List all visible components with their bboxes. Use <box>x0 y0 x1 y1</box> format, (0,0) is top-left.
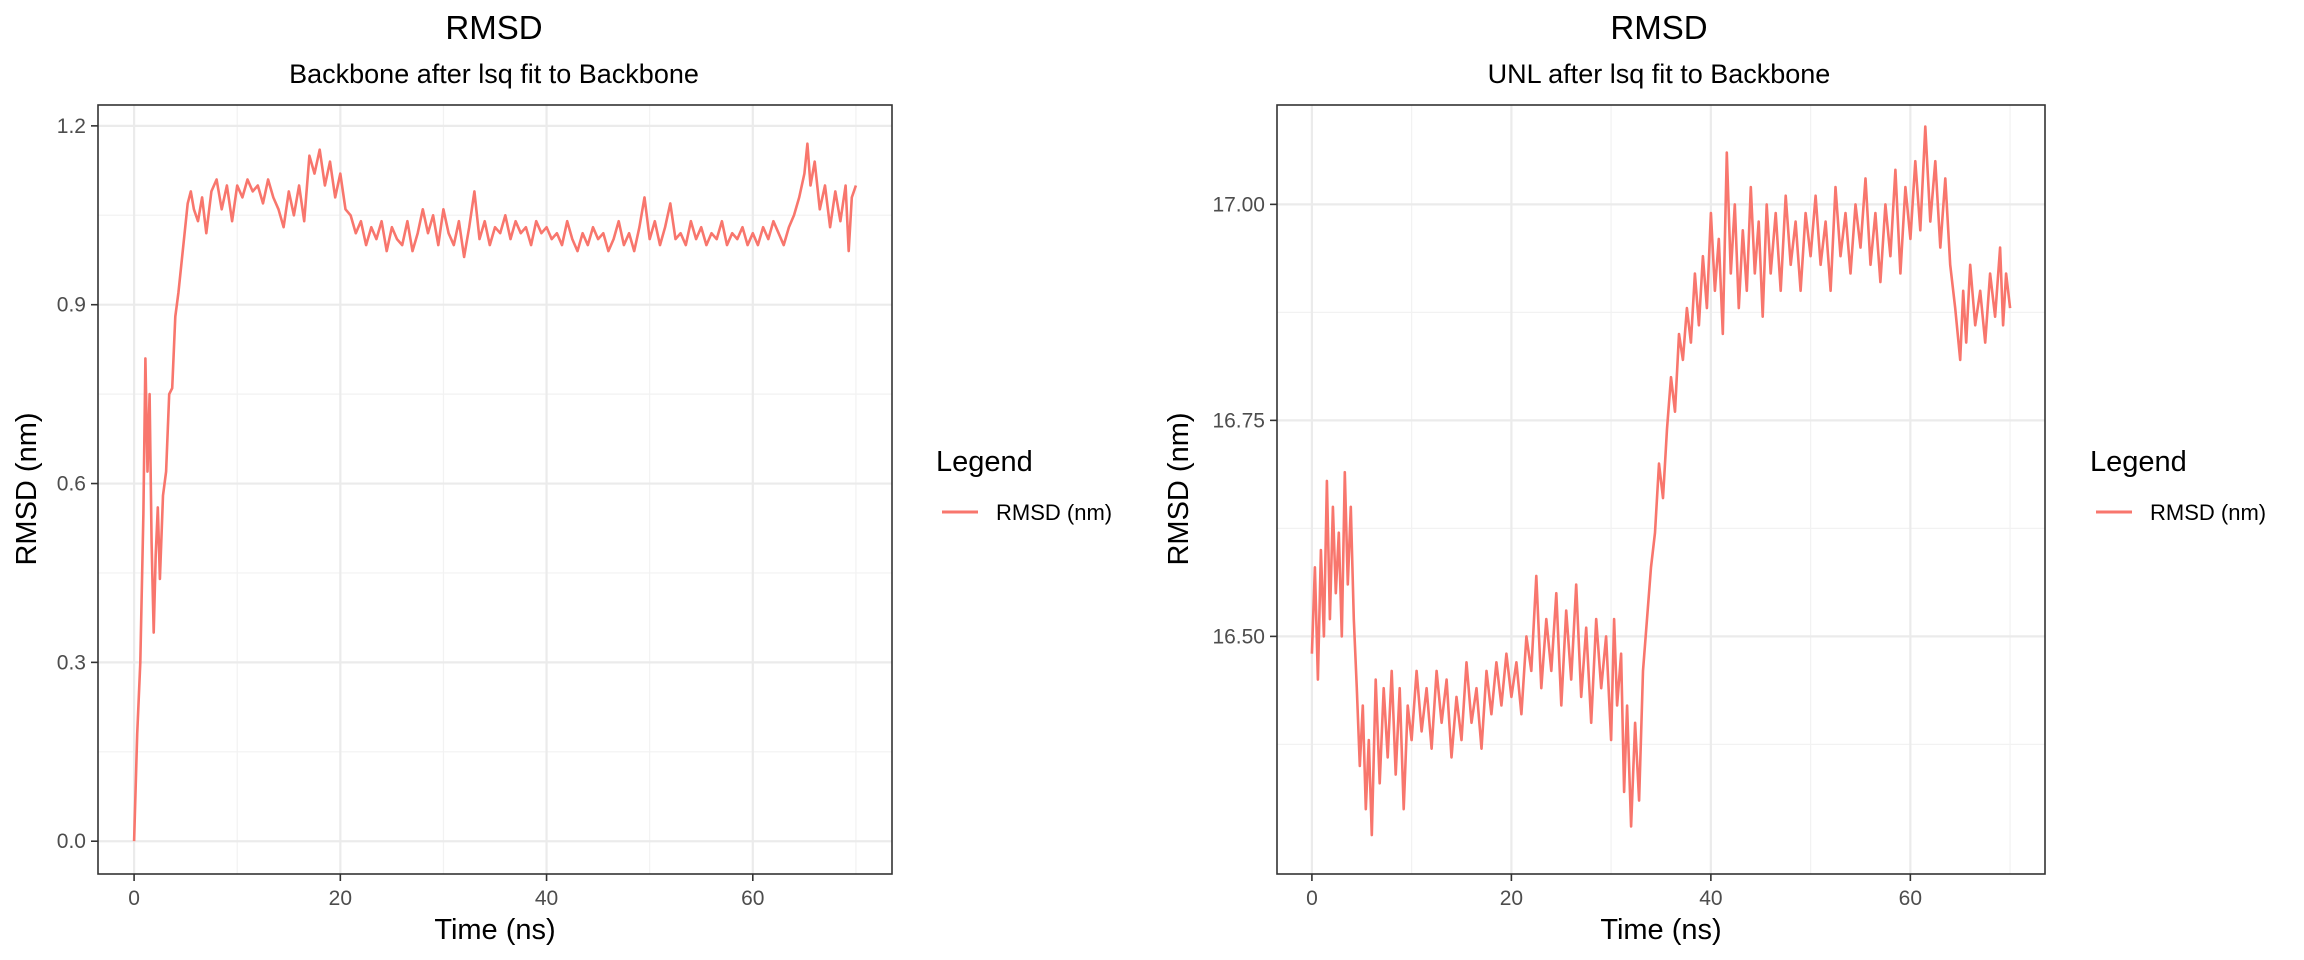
x-tick-label: 60 <box>741 887 764 910</box>
series-lines <box>1310 125 2012 837</box>
x-tick-label: 0 <box>1306 887 1318 910</box>
axis-ticks: 0 20 40 60 16.50 16.75 17.00 <box>1212 193 1922 910</box>
y-tick-label: 17.00 <box>1212 193 1265 216</box>
y-tick-label: 1.2 <box>57 115 86 138</box>
legend: Legend RMSD (nm) <box>936 446 1112 525</box>
y-axis-title: RMSD (nm) <box>1163 412 1195 565</box>
legend-label: RMSD (nm) <box>996 500 1112 525</box>
y-tick-label: 16.50 <box>1212 625 1265 648</box>
x-tick-label: 40 <box>1699 887 1722 910</box>
x-axis-title: Time (ns) <box>434 914 555 946</box>
x-tick-label: 20 <box>329 887 352 910</box>
legend: Legend RMSD (nm) <box>2090 446 2266 525</box>
y-tick-label: 0.9 <box>57 294 86 317</box>
legend-title: Legend <box>2090 446 2187 478</box>
chart-subtitle: UNL after lsq fit to Backbone <box>1488 59 1831 89</box>
chart-left: RMSD Backbone after lsq fit to Backbone … <box>11 9 1112 946</box>
series-lines <box>132 142 858 842</box>
plot-panel <box>1276 104 2046 875</box>
legend-title: Legend <box>936 446 1033 478</box>
y-tick-label: 16.75 <box>1212 409 1265 432</box>
chart-subtitle: Backbone after lsq fit to Backbone <box>289 59 699 89</box>
y-tick-label: 0.6 <box>57 473 86 496</box>
series-line <box>1310 125 2012 837</box>
plot-panel <box>97 104 893 875</box>
series-line <box>132 142 858 842</box>
chart-title: RMSD <box>445 9 542 46</box>
y-tick-label: 0.0 <box>57 830 86 853</box>
y-tick-label: 0.3 <box>57 651 86 674</box>
x-tick-label: 0 <box>128 887 140 910</box>
chart-title: RMSD <box>1610 9 1707 46</box>
chart-right: RMSD UNL after lsq fit to Backbone 0 20 40… <box>1163 9 2266 946</box>
legend-label: RMSD (nm) <box>2150 500 2266 525</box>
x-tick-label: 60 <box>1899 887 1922 910</box>
y-axis-title: RMSD (nm) <box>11 412 43 565</box>
x-tick-label: 20 <box>1500 887 1523 910</box>
x-axis-title: Time (ns) <box>1600 914 1721 946</box>
x-tick-label: 40 <box>535 887 558 910</box>
axis-ticks: 0 20 40 60 0.0 0.3 0.6 0.9 1.2 <box>57 115 765 910</box>
